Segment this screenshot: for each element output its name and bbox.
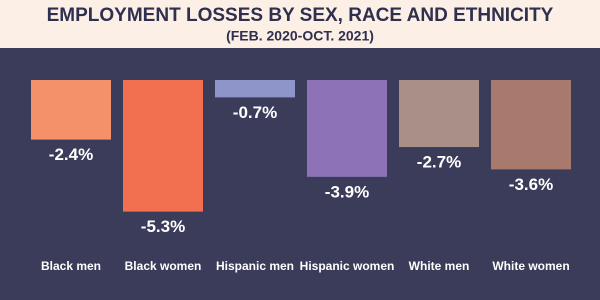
x-tick-label: White women (492, 259, 569, 273)
value-label: -2.4% (49, 145, 93, 164)
chart-title: EMPLOYMENT LOSSES BY SEX, RACE AND ETHNI… (47, 5, 554, 26)
value-label: -3.6% (509, 175, 553, 194)
bar (491, 80, 571, 170)
bar (307, 80, 387, 177)
bar (123, 80, 203, 212)
x-tick-label: Black men (41, 259, 101, 273)
x-tick-label: Black women (125, 259, 202, 273)
x-tick-label: Hispanic women (300, 259, 395, 273)
value-label: -0.7% (233, 103, 277, 122)
x-tick-label: Hispanic men (216, 259, 294, 273)
header-band (0, 0, 600, 48)
value-label: -5.3% (141, 217, 185, 236)
bar (215, 80, 295, 98)
chart-subtitle: (FEB. 2020-OCT. 2021) (226, 28, 374, 44)
bar (31, 80, 111, 140)
bar (399, 80, 479, 148)
x-tick-label: White men (409, 259, 470, 273)
value-label: -2.7% (417, 153, 461, 172)
value-label: -3.9% (325, 182, 369, 201)
